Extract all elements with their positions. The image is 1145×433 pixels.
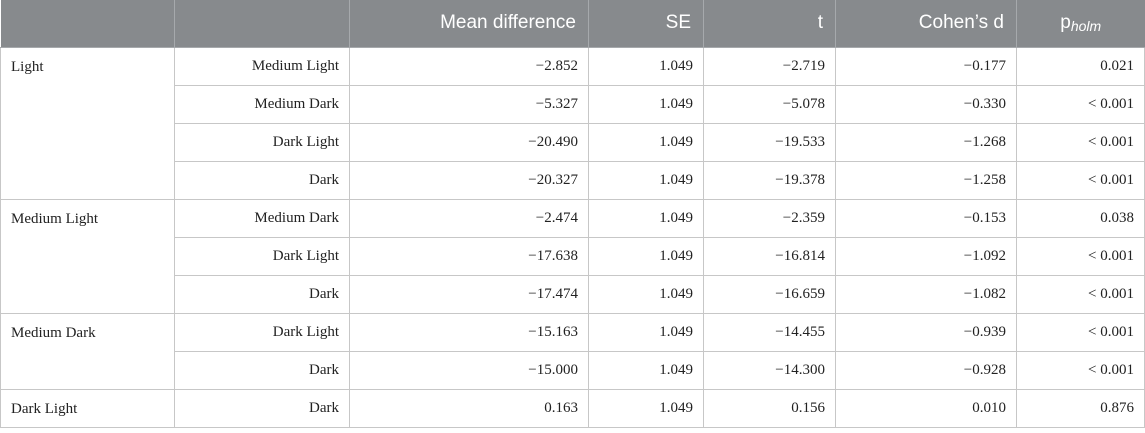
- se-cell: 1.049: [588, 160, 704, 200]
- table-row: Medium Dark Dark Light −15.163 1.049 −14…: [0, 312, 1145, 390]
- se-cell: 1.049: [588, 46, 704, 86]
- cohens-d-cell: −0.153: [835, 198, 1017, 238]
- table-header-row: Mean difference SE t Cohen’s d pholm: [0, 0, 1145, 48]
- p-holm-cell: < 0.001: [1016, 350, 1145, 390]
- table-row: Dark Light −17.638 1.049 −16.814 −1.092 …: [1, 236, 1145, 276]
- cohens-d-cell: −1.268: [835, 122, 1017, 162]
- t-cell: −16.659: [703, 274, 836, 314]
- table-row: Dark Light −20.490 1.049 −19.533 −1.268 …: [1, 122, 1145, 162]
- p-holm-cell: 0.876: [1016, 388, 1145, 428]
- p-holm-cell: < 0.001: [1016, 236, 1145, 276]
- t-cell: −19.378: [703, 160, 836, 200]
- cohens-d-cell: −1.258: [835, 160, 1017, 200]
- se-cell: 1.049: [588, 122, 704, 162]
- comparison-cell: Medium Dark: [174, 198, 350, 238]
- t-cell: −2.359: [703, 198, 836, 238]
- p-holm-cell: 0.038: [1016, 198, 1145, 238]
- header-comparison: [174, 0, 350, 48]
- comparison-cell: Medium Dark: [174, 84, 350, 124]
- mean-difference-cell: −20.327: [349, 160, 589, 200]
- mean-difference-cell: −17.638: [349, 236, 589, 276]
- p-holm-cell: < 0.001: [1016, 160, 1145, 200]
- group-cell: Light: [0, 46, 175, 200]
- p-holm-cell: < 0.001: [1016, 312, 1145, 352]
- se-cell: 1.049: [588, 84, 704, 124]
- p-holm-cell: < 0.001: [1016, 122, 1145, 162]
- cohens-d-cell: −0.939: [835, 312, 1017, 352]
- t-cell: 0.156: [703, 388, 836, 428]
- table-row: Medium Dark −5.327 1.049 −5.078 −0.330 <…: [1, 84, 1145, 124]
- t-cell: −14.455: [703, 312, 836, 352]
- group-cell: Dark Light: [0, 388, 175, 428]
- mean-difference-cell: −5.327: [349, 84, 589, 124]
- mean-difference-cell: −17.474: [349, 274, 589, 314]
- header-p-main: p: [1060, 12, 1071, 34]
- mean-difference-cell: −20.490: [349, 122, 589, 162]
- comparison-cell: Medium Light: [174, 46, 350, 86]
- cohens-d-cell: −1.082: [835, 274, 1017, 314]
- header-group: [0, 0, 175, 48]
- se-cell: 1.049: [588, 274, 704, 314]
- t-cell: −5.078: [703, 84, 836, 124]
- header-cohens-d: Cohen’s d: [835, 0, 1017, 48]
- mean-difference-cell: −15.163: [349, 312, 589, 352]
- se-cell: 1.049: [588, 312, 704, 352]
- table-row: Light Medium Light −2.852 1.049 −2.719 −…: [0, 46, 1145, 200]
- comparison-cell: Dark: [174, 160, 350, 200]
- cohens-d-cell: −0.928: [835, 350, 1017, 390]
- cohens-d-cell: −0.330: [835, 84, 1017, 124]
- se-cell: 1.049: [588, 236, 704, 276]
- mean-difference-cell: −2.852: [349, 46, 589, 86]
- header-p-holm: pholm: [1016, 0, 1145, 48]
- header-t: t: [703, 0, 836, 48]
- comparison-cell: Dark Light: [174, 122, 350, 162]
- p-holm-cell: < 0.001: [1016, 274, 1145, 314]
- p-holm-cell: 0.021: [1016, 46, 1145, 86]
- comparison-cell: Dark Light: [174, 312, 350, 352]
- se-cell: 1.049: [588, 350, 704, 390]
- cohens-d-cell: −1.092: [835, 236, 1017, 276]
- comparison-cell: Dark: [174, 350, 350, 390]
- t-cell: −19.533: [703, 122, 836, 162]
- table-row: Medium Light Medium Dark −2.474 1.049 −2…: [0, 198, 1145, 314]
- cohens-d-cell: 0.010: [835, 388, 1017, 428]
- p-holm-cell: < 0.001: [1016, 84, 1145, 124]
- cohens-d-cell: −0.177: [835, 46, 1017, 86]
- header-mean-difference: Mean difference: [349, 0, 589, 48]
- mean-difference-cell: −15.000: [349, 350, 589, 390]
- mean-difference-cell: −2.474: [349, 198, 589, 238]
- t-cell: −2.719: [703, 46, 836, 86]
- comparison-cell: Dark: [174, 388, 350, 428]
- t-cell: −16.814: [703, 236, 836, 276]
- header-p-sub: holm: [1070, 18, 1102, 35]
- t-cell: −14.300: [703, 350, 836, 390]
- table-row: Dark Light Dark 0.163 1.049 0.156 0.010 …: [0, 388, 1145, 428]
- table-row: Dark −20.327 1.049 −19.378 −1.258 < 0.00…: [1, 160, 1145, 200]
- comparison-cell: Dark: [174, 274, 350, 314]
- header-se: SE: [588, 0, 704, 48]
- se-cell: 1.049: [588, 198, 704, 238]
- se-cell: 1.049: [588, 388, 704, 428]
- mean-difference-cell: 0.163: [349, 388, 589, 428]
- table-row: Dark −17.474 1.049 −16.659 −1.082 < 0.00…: [1, 274, 1145, 314]
- comparison-cell: Dark Light: [174, 236, 350, 276]
- group-cell: Medium Dark: [0, 312, 175, 390]
- group-cell: Medium Light: [0, 198, 175, 314]
